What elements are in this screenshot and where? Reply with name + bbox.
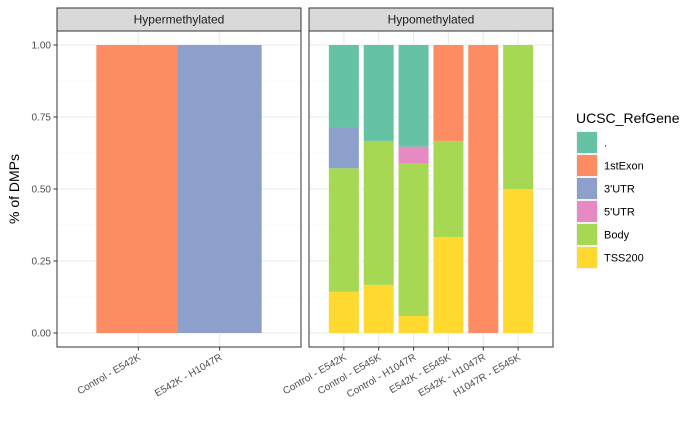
- y-tick-label: 0.75: [32, 113, 52, 124]
- legend-swatch: [577, 201, 597, 222]
- facet-strip: [56, 7, 302, 32]
- legend-label: 1stExon: [604, 161, 644, 173]
- legend-swatch: [577, 247, 597, 268]
- legend-title: UCSC_RefGene: [576, 110, 680, 126]
- bar-segment-1stexon: [96, 45, 181, 333]
- legend-swatch: [577, 132, 597, 153]
- bar-segment-tss200: [328, 291, 359, 333]
- legend-swatch: [577, 155, 597, 176]
- bar-segment-tss200: [503, 189, 534, 333]
- facet-strip-label: Hypermethylated: [134, 13, 225, 27]
- y-tick-label: 0.00: [32, 329, 52, 340]
- bar-segment-3utr: [177, 45, 262, 333]
- bar-segment-5utr: [398, 146, 429, 164]
- bar-segment-: [328, 45, 359, 128]
- legend-swatch: [577, 224, 597, 245]
- bar-segment-1stexon: [433, 45, 464, 141]
- facet-strip: [308, 7, 554, 32]
- bar-segment-3utr: [328, 127, 359, 169]
- x-tick-label: Control - E542K: [76, 352, 143, 397]
- legend-label: .: [604, 138, 607, 150]
- legend-label: 3'UTR: [604, 184, 635, 196]
- legend-label: TSS200: [604, 253, 644, 265]
- y-tick-label: 0.25: [32, 257, 52, 268]
- bar-segment-body: [398, 163, 429, 317]
- bar-segment-body: [363, 140, 394, 285]
- legend-label: Body: [604, 230, 630, 242]
- y-axis-label: % of DMPs: [6, 154, 22, 224]
- bar-segment-tss200: [363, 284, 394, 333]
- bar-segment-1stexon: [468, 45, 499, 333]
- bar-segment-: [398, 45, 429, 147]
- bar-segment-body: [433, 140, 464, 238]
- bar-segment-tss200: [398, 316, 429, 333]
- facet-strip-label: Hypomethylated: [388, 13, 475, 27]
- legend: UCSC_RefGene . 1stExon 3'UTR 5'UTR Body TSS20…: [576, 110, 680, 269]
- bar-segment-tss200: [433, 237, 464, 333]
- y-tick-label: 0.50: [32, 185, 52, 196]
- panel-hypermethylated: Control - E542K E542K - H1047R Hypermethyl…: [56, 7, 302, 399]
- bar-segment-body: [328, 168, 359, 292]
- legend-label: 5'UTR: [604, 207, 635, 219]
- bar-segment-: [363, 45, 394, 141]
- x-tick-label: E542K - H1047R: [153, 352, 224, 399]
- bar-segment-body: [503, 45, 534, 189]
- legend-swatch: [577, 178, 597, 199]
- y-tick-label: 1.00: [32, 41, 52, 52]
